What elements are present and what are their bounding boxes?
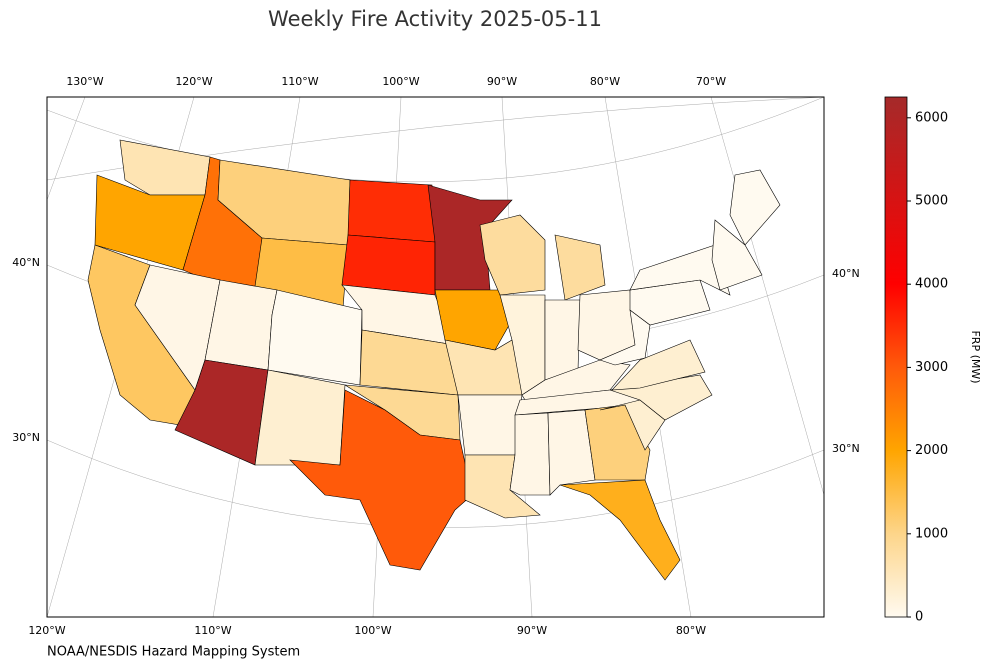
lat-label: 40°N bbox=[832, 267, 860, 280]
meridian bbox=[46, 96, 86, 201]
region bbox=[547, 409, 596, 496]
region bbox=[599, 399, 666, 451]
source-note: NOAA/NESDIS Hazard Mapping System bbox=[47, 645, 300, 660]
lon-label: 80°W bbox=[676, 624, 706, 637]
region bbox=[341, 234, 436, 296]
colorbar-tick-label: 0 bbox=[915, 610, 923, 625]
region bbox=[267, 289, 363, 386]
colorbar-tick-label: 5000 bbox=[915, 194, 948, 209]
region bbox=[559, 479, 681, 581]
region bbox=[434, 289, 513, 351]
colorbar-tick-label: 6000 bbox=[915, 110, 948, 125]
map-frame bbox=[46, 96, 825, 618]
lon-label: 100°W bbox=[354, 624, 391, 637]
region bbox=[174, 359, 269, 466]
region bbox=[544, 299, 581, 381]
lon-label: 110°W bbox=[194, 624, 231, 637]
lon-label: 110°W bbox=[281, 75, 318, 88]
lon-label: 120°W bbox=[175, 75, 212, 88]
region bbox=[729, 169, 781, 246]
region bbox=[711, 219, 763, 291]
region bbox=[289, 389, 473, 571]
region bbox=[254, 369, 346, 466]
colorbar-tick-label: 4000 bbox=[915, 277, 948, 292]
region bbox=[444, 339, 526, 396]
colorbar-tick-label: 1000 bbox=[915, 526, 948, 541]
colorbar-tick-label: 2000 bbox=[915, 443, 948, 458]
colorbar-tick-label: 3000 bbox=[915, 360, 948, 375]
region bbox=[554, 234, 606, 301]
chart-title: Weekly Fire Activity 2025-05-11 bbox=[268, 7, 602, 31]
parallel bbox=[46, 96, 825, 183]
lat-label: 30°N bbox=[12, 431, 40, 444]
lon-label: 90°W bbox=[487, 75, 517, 88]
lon-label: 120°W bbox=[28, 624, 65, 637]
lon-label: 80°W bbox=[590, 75, 620, 88]
region bbox=[611, 339, 706, 391]
colorbar bbox=[884, 96, 908, 618]
lat-label: 40°N bbox=[12, 256, 40, 269]
lat-label: 30°N bbox=[832, 442, 860, 455]
region bbox=[457, 394, 523, 456]
lon-label: 70°W bbox=[696, 75, 726, 88]
region bbox=[509, 412, 551, 496]
regions bbox=[87, 139, 781, 581]
colorbar-label: FRP (MW) bbox=[969, 330, 982, 383]
region bbox=[347, 179, 436, 243]
lon-label: 90°W bbox=[517, 624, 547, 637]
lon-label: 130°W bbox=[66, 75, 103, 88]
region bbox=[479, 214, 546, 296]
lon-label: 100°W bbox=[382, 75, 419, 88]
region bbox=[629, 244, 731, 296]
